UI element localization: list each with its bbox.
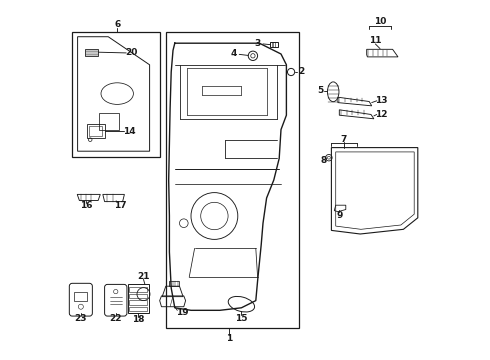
Text: 15: 15 bbox=[235, 314, 247, 323]
Bar bbox=[99, 113, 119, 130]
Text: 10: 10 bbox=[374, 17, 386, 26]
Bar bbox=[129, 307, 147, 311]
Text: 8: 8 bbox=[320, 156, 327, 165]
Text: 21: 21 bbox=[137, 271, 150, 281]
Text: 7: 7 bbox=[341, 135, 347, 144]
Text: 9: 9 bbox=[336, 211, 343, 220]
Text: 20: 20 bbox=[125, 49, 138, 57]
Bar bbox=[270, 42, 278, 47]
Text: 23: 23 bbox=[74, 314, 87, 323]
Bar bbox=[72, 32, 160, 157]
Bar bbox=[129, 294, 147, 298]
Bar bbox=[89, 126, 102, 136]
Bar bbox=[169, 281, 179, 286]
Text: 12: 12 bbox=[375, 109, 387, 118]
Text: 14: 14 bbox=[123, 126, 136, 135]
Text: 16: 16 bbox=[80, 201, 92, 210]
Bar bbox=[128, 284, 149, 313]
Bar bbox=[166, 32, 299, 328]
Text: 17: 17 bbox=[115, 201, 127, 210]
Text: 4: 4 bbox=[231, 49, 237, 58]
Text: 1: 1 bbox=[226, 334, 232, 343]
Text: 13: 13 bbox=[375, 95, 387, 104]
Bar bbox=[85, 49, 98, 56]
Text: 19: 19 bbox=[176, 308, 188, 317]
Text: 22: 22 bbox=[109, 314, 122, 323]
Bar bbox=[87, 124, 104, 138]
Text: 11: 11 bbox=[369, 36, 382, 45]
Bar bbox=[129, 287, 147, 292]
Text: 3: 3 bbox=[254, 39, 261, 48]
Text: 18: 18 bbox=[132, 315, 145, 324]
Bar bbox=[129, 300, 147, 305]
Bar bbox=[74, 292, 87, 301]
Text: 2: 2 bbox=[298, 68, 304, 77]
Text: 5: 5 bbox=[318, 86, 324, 95]
Text: 6: 6 bbox=[114, 20, 121, 29]
